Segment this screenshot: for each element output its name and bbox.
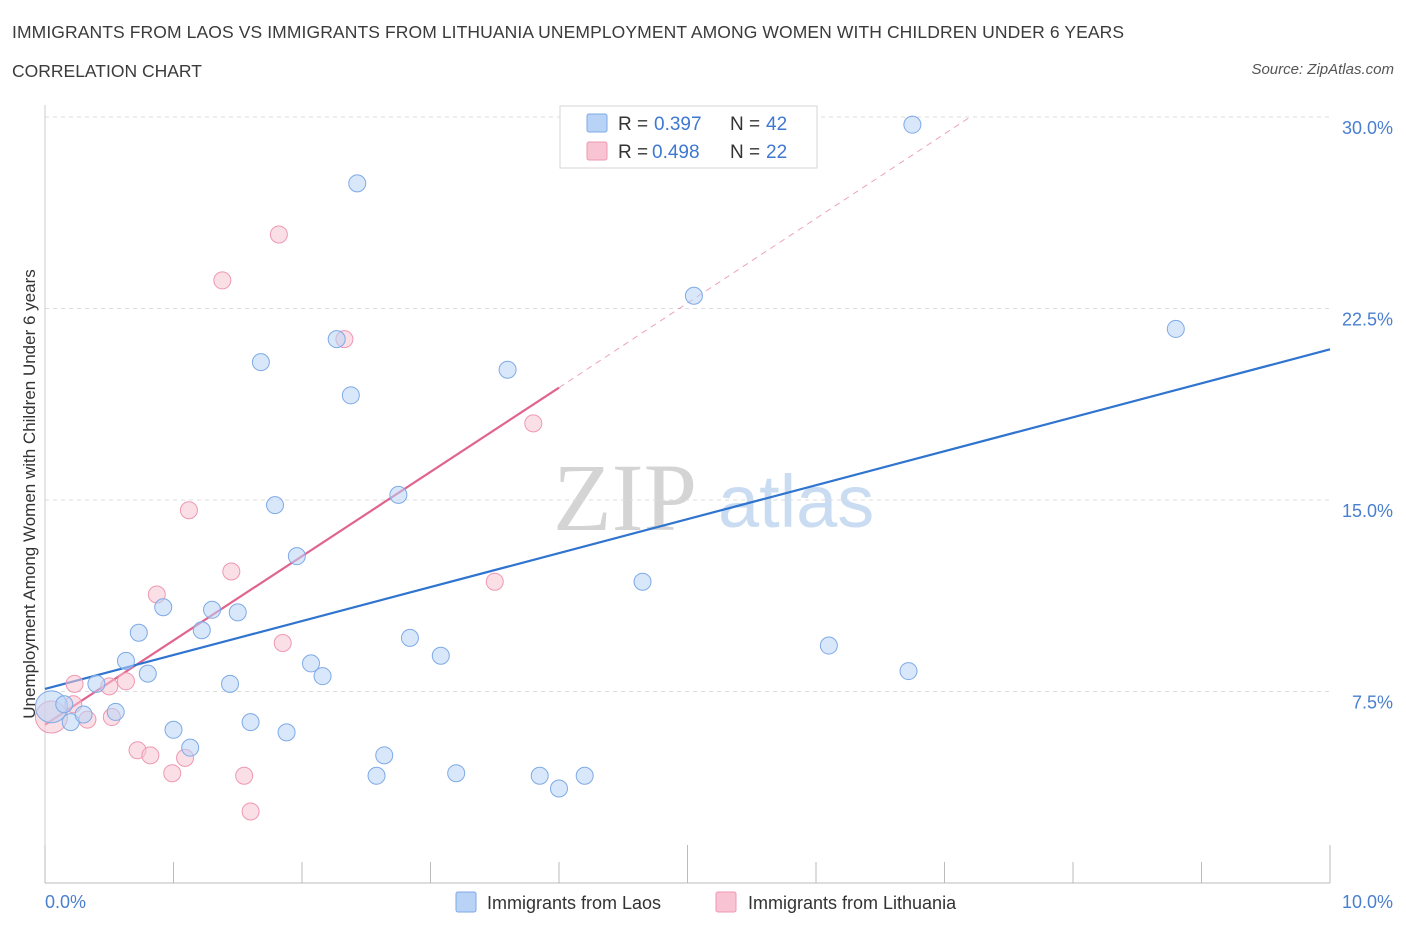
point-laos (129, 623, 148, 642)
point-laos (530, 766, 549, 785)
point-laos (164, 720, 183, 739)
legend-swatch-laos (586, 113, 608, 133)
point-laos (575, 766, 594, 785)
legend-n-value-laos: 42 (766, 114, 787, 135)
legend-n-label-lithuania: N = (730, 142, 760, 163)
point-laos (498, 360, 517, 379)
axes: 7.5% 15.0% 22.5% 30.0% 0.0% 10.0% (44, 105, 1393, 912)
legend-r-label-lithuania: R = (618, 142, 648, 163)
point-lithuania (222, 562, 241, 581)
point-laos (400, 628, 419, 647)
point-laos (241, 713, 260, 732)
series-legend-swatch-lithuania (715, 891, 737, 913)
point-laos (447, 764, 466, 783)
watermark-zip: ZIP (553, 444, 697, 551)
point-laos (550, 779, 568, 798)
x-tick-label: 0.0% (45, 892, 86, 912)
point-laos (348, 174, 367, 193)
y-tick-label: 30.0% (1342, 118, 1393, 138)
point-lithuania (179, 501, 198, 520)
point-laos (819, 636, 838, 655)
point-laos (87, 674, 106, 693)
point-laos (287, 547, 306, 566)
chart-subtitle: CORRELATION CHART (12, 61, 202, 81)
source-label: Source: ZipAtlas.com (1251, 61, 1394, 78)
point-lithuania (269, 225, 288, 244)
x-tick-label: 10.0% (1342, 892, 1393, 912)
point-laos (684, 286, 703, 305)
point-laos (389, 485, 408, 504)
y-tick-label: 22.5% (1342, 310, 1393, 330)
point-lithuania (163, 764, 182, 783)
legend-swatch-lithuania (586, 141, 608, 161)
point-laos (74, 705, 93, 724)
point-laos (313, 667, 332, 686)
point-lithuania (241, 802, 260, 821)
point-laos (277, 723, 296, 742)
point-laos (367, 766, 386, 785)
series-legend-label-lithuania: Immigrants from Lithuania (748, 893, 957, 913)
point-laos (192, 621, 211, 640)
point-laos (251, 353, 270, 372)
point-lithuania (141, 746, 160, 765)
trendlines (44, 116, 1331, 726)
point-laos (55, 695, 74, 714)
point-laos (181, 738, 200, 757)
trendline-lithuania-extension (558, 116, 971, 389)
point-laos (1166, 319, 1185, 338)
point-laos (203, 600, 222, 619)
point-laos (375, 746, 394, 765)
series-legend: Immigrants from Laos Immigrants from Lit… (455, 891, 957, 913)
data-points (34, 115, 1185, 821)
legend-r-value-laos: 0.397 (654, 114, 702, 135)
watermark-atlas: atlas (718, 460, 874, 543)
legend-n-value-lithuania: 22 (766, 142, 787, 163)
point-laos (138, 664, 157, 683)
watermark: ZIP atlas (553, 444, 874, 551)
series-legend-label-laos: Immigrants from Laos (487, 893, 661, 913)
chart-title: IMMIGRANTS FROM LAOS VS IMMIGRANTS FROM … (12, 22, 1125, 42)
point-laos (221, 674, 240, 693)
point-laos (327, 330, 346, 349)
point-laos (899, 662, 918, 681)
point-laos (116, 651, 135, 670)
point-laos (903, 115, 922, 134)
trendline-laos (44, 348, 1331, 691)
correlation-legend: R = 0.397 N = 42 R = 0.498 N = 22 (559, 105, 818, 169)
series-legend-swatch-laos (455, 891, 477, 913)
y-tick-label: 15.0% (1342, 501, 1393, 521)
point-laos (228, 603, 247, 622)
point-lithuania (65, 674, 84, 693)
point-laos (431, 646, 450, 665)
point-laos (341, 386, 360, 405)
point-lithuania (116, 672, 135, 691)
point-lithuania (235, 766, 254, 785)
y-tick-label: 7.5% (1352, 693, 1393, 713)
point-laos (106, 702, 125, 721)
point-laos (301, 654, 320, 673)
legend-n-label-laos: N = (730, 114, 760, 135)
point-laos (154, 598, 173, 617)
legend-r-value-lithuania: 0.498 (652, 142, 700, 163)
point-lithuania (524, 414, 543, 433)
legend-r-label-laos: R = (618, 114, 648, 135)
point-lithuania (213, 271, 232, 290)
point-laos (633, 572, 652, 591)
point-laos (266, 496, 285, 515)
point-lithuania (485, 572, 504, 591)
y-axis-title: Unemployment Among Women with Children U… (20, 269, 39, 718)
point-lithuania (273, 633, 292, 652)
